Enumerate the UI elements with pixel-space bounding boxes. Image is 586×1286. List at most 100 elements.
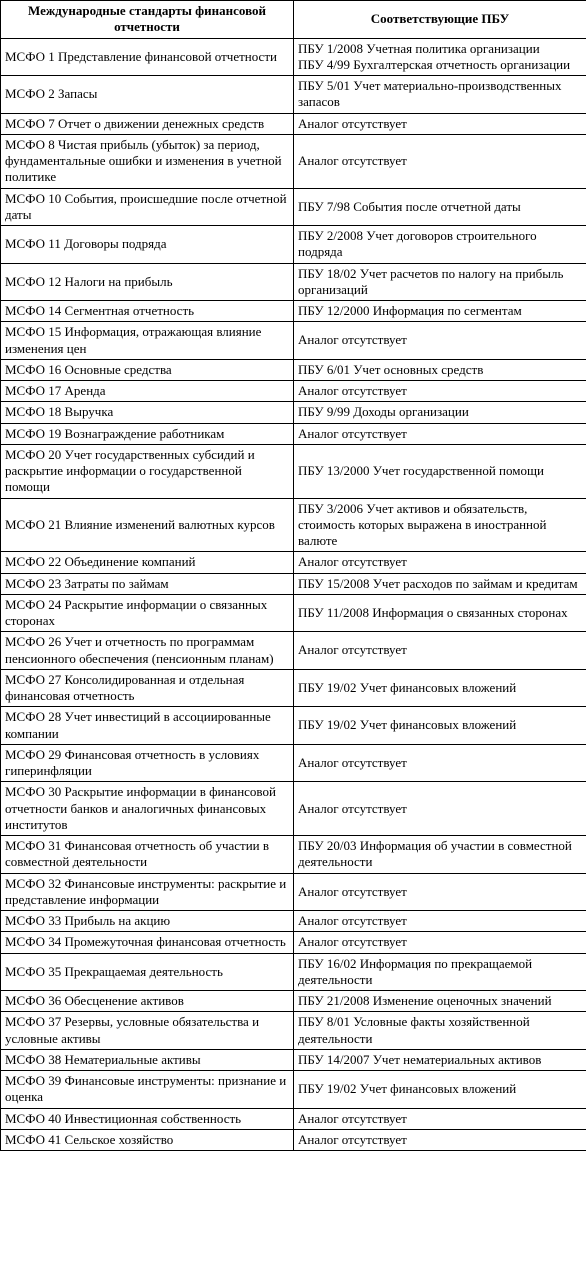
- table-row: МСФО 28 Учет инвестиций в ассоциированны…: [1, 707, 586, 745]
- cell-pbu: Аналог отсутствует: [294, 423, 586, 444]
- table-row: МСФО 8 Чистая прибыль (убыток) за период…: [1, 134, 586, 188]
- cell-pbu: Аналог отсутствует: [294, 113, 586, 134]
- table-row: МСФО 21 Влияние изменений валютных курсо…: [1, 498, 586, 552]
- cell-pbu: ПБУ 19/02 Учет финансовых вложений: [294, 1071, 586, 1109]
- cell-ifrs: МСФО 18 Выручка: [1, 402, 294, 423]
- cell-pbu: ПБУ 21/2008 Изменение оценочных значений: [294, 991, 586, 1012]
- cell-ifrs: МСФО 40 Инвестиционная собственность: [1, 1108, 294, 1129]
- cell-pbu: Аналог отсутствует: [294, 632, 586, 670]
- table-row: МСФО 12 Налоги на прибыльПБУ 18/02 Учет …: [1, 263, 586, 301]
- cell-ifrs: МСФО 7 Отчет о движении денежных средств: [1, 113, 294, 134]
- cell-pbu: Аналог отсутствует: [294, 381, 586, 402]
- table-row: МСФО 23 Затраты по займамПБУ 15/2008 Уче…: [1, 573, 586, 594]
- table-row: МСФО 15 Информация, отражающая влияние и…: [1, 322, 586, 360]
- cell-ifrs: МСФО 19 Вознаграждение работникам: [1, 423, 294, 444]
- table-row: МСФО 31 Финансовая отчетность об участии…: [1, 836, 586, 874]
- cell-ifrs: МСФО 28 Учет инвестиций в ассоциированны…: [1, 707, 294, 745]
- cell-pbu: ПБУ 6/01 Учет основных средств: [294, 359, 586, 380]
- cell-ifrs: МСФО 8 Чистая прибыль (убыток) за период…: [1, 134, 294, 188]
- table-row: МСФО 10 События, происшедшие после отчет…: [1, 188, 586, 226]
- cell-pbu: ПБУ 3/2006 Учет активов и обязательств, …: [294, 498, 586, 552]
- cell-pbu: Аналог отсутствует: [294, 911, 586, 932]
- cell-pbu: ПБУ 12/2000 Информация по сегментам: [294, 301, 586, 322]
- table-row: МСФО 27 Консолидированная и отдельная фи…: [1, 669, 586, 707]
- cell-pbu: Аналог отсутствует: [294, 1108, 586, 1129]
- cell-ifrs: МСФО 30 Раскрытие информации в финансово…: [1, 782, 294, 836]
- cell-pbu: Аналог отсутствует: [294, 744, 586, 782]
- cell-ifrs: МСФО 12 Налоги на прибыль: [1, 263, 294, 301]
- cell-pbu: ПБУ 19/02 Учет финансовых вложений: [294, 669, 586, 707]
- cell-ifrs: МСФО 22 Объединение компаний: [1, 552, 294, 573]
- table-row: МСФО 38 Нематериальные активыПБУ 14/2007…: [1, 1049, 586, 1070]
- cell-pbu: ПБУ 15/2008 Учет расходов по займам и кр…: [294, 573, 586, 594]
- table-row: МСФО 11 Договоры подрядаПБУ 2/2008 Учет …: [1, 226, 586, 264]
- standards-correspondence-table: Международные стандарты финансовой отчет…: [0, 0, 586, 1151]
- cell-ifrs: МСФО 29 Финансовая отчетность в условиях…: [1, 744, 294, 782]
- table-row: МСФО 40 Инвестиционная собственностьАнал…: [1, 1108, 586, 1129]
- cell-ifrs: МСФО 17 Аренда: [1, 381, 294, 402]
- cell-ifrs: МСФО 38 Нематериальные активы: [1, 1049, 294, 1070]
- cell-ifrs: МСФО 10 События, происшедшие после отчет…: [1, 188, 294, 226]
- cell-ifrs: МСФО 15 Информация, отражающая влияние и…: [1, 322, 294, 360]
- cell-pbu: Аналог отсутствует: [294, 873, 586, 911]
- column-header-pbu: Соответствующие ПБУ: [294, 1, 586, 39]
- cell-pbu: ПБУ 16/02 Информация по прекращаемой дея…: [294, 953, 586, 991]
- cell-ifrs: МСФО 1 Представление финансовой отчетнос…: [1, 38, 294, 76]
- cell-pbu: ПБУ 18/02 Учет расчетов по налогу на при…: [294, 263, 586, 301]
- cell-ifrs: МСФО 11 Договоры подряда: [1, 226, 294, 264]
- table-header: Международные стандарты финансовой отчет…: [1, 1, 586, 39]
- table-row: МСФО 22 Объединение компанийАналог отсут…: [1, 552, 586, 573]
- cell-ifrs: МСФО 14 Сегментная отчетность: [1, 301, 294, 322]
- table-row: МСФО 30 Раскрытие информации в финансово…: [1, 782, 586, 836]
- cell-ifrs: МСФО 33 Прибыль на акцию: [1, 911, 294, 932]
- cell-ifrs: МСФО 26 Учет и отчетность по программам …: [1, 632, 294, 670]
- cell-ifrs: МСФО 32 Финансовые инструменты: раскрыти…: [1, 873, 294, 911]
- table-row: МСФО 18 ВыручкаПБУ 9/99 Доходы организац…: [1, 402, 586, 423]
- cell-ifrs: МСФО 41 Сельское хозяйство: [1, 1129, 294, 1150]
- table-row: МСФО 37 Резервы, условные обязательства …: [1, 1012, 586, 1050]
- cell-ifrs: МСФО 24 Раскрытие информации о связанных…: [1, 594, 294, 632]
- table-row: МСФО 33 Прибыль на акциюАналог отсутству…: [1, 911, 586, 932]
- table-row: МСФО 36 Обесценение активовПБУ 21/2008 И…: [1, 991, 586, 1012]
- table-row: МСФО 39 Финансовые инструменты: признани…: [1, 1071, 586, 1109]
- table-row: МСФО 26 Учет и отчетность по программам …: [1, 632, 586, 670]
- table-row: МСФО 2 ЗапасыПБУ 5/01 Учет материально-п…: [1, 76, 586, 114]
- table-row: МСФО 1 Представление финансовой отчетнос…: [1, 38, 586, 76]
- cell-pbu: Аналог отсутствует: [294, 552, 586, 573]
- cell-pbu: ПБУ 2/2008 Учет договоров строительного …: [294, 226, 586, 264]
- table-row: МСФО 17 АрендаАналог отсутствует: [1, 381, 586, 402]
- cell-ifrs: МСФО 23 Затраты по займам: [1, 573, 294, 594]
- cell-pbu: Аналог отсутствует: [294, 1129, 586, 1150]
- cell-pbu: ПБУ 8/01 Условные факты хозяйственной де…: [294, 1012, 586, 1050]
- table-row: МСФО 29 Финансовая отчетность в условиях…: [1, 744, 586, 782]
- cell-ifrs: МСФО 31 Финансовая отчетность об участии…: [1, 836, 294, 874]
- cell-ifrs: МСФО 20 Учет государственных субсидий и …: [1, 444, 294, 498]
- table-row: МСФО 35 Прекращаемая деятельностьПБУ 16/…: [1, 953, 586, 991]
- cell-pbu: ПБУ 14/2007 Учет нематериальных активов: [294, 1049, 586, 1070]
- cell-pbu: ПБУ 5/01 Учет материально-производственн…: [294, 76, 586, 114]
- table-row: МСФО 41 Сельское хозяйствоАналог отсутст…: [1, 1129, 586, 1150]
- cell-pbu: ПБУ 7/98 События после отчетной даты: [294, 188, 586, 226]
- cell-pbu: ПБУ 13/2000 Учет государственной помощи: [294, 444, 586, 498]
- cell-ifrs: МСФО 37 Резервы, условные обязательства …: [1, 1012, 294, 1050]
- table-body: МСФО 1 Представление финансовой отчетнос…: [1, 38, 586, 1151]
- table-row: МСФО 14 Сегментная отчетностьПБУ 12/2000…: [1, 301, 586, 322]
- cell-pbu: ПБУ 19/02 Учет финансовых вложений: [294, 707, 586, 745]
- cell-pbu: Аналог отсутствует: [294, 322, 586, 360]
- table-row: МСФО 7 Отчет о движении денежных средств…: [1, 113, 586, 134]
- cell-ifrs: МСФО 36 Обесценение активов: [1, 991, 294, 1012]
- table-header-row: Международные стандарты финансовой отчет…: [1, 1, 586, 39]
- cell-pbu: Аналог отсутствует: [294, 134, 586, 188]
- table-row: МСФО 19 Вознаграждение работникамАналог …: [1, 423, 586, 444]
- cell-ifrs: МСФО 34 Промежуточная финансовая отчетно…: [1, 932, 294, 953]
- table-row: МСФО 16 Основные средстваПБУ 6/01 Учет о…: [1, 359, 586, 380]
- cell-ifrs: МСФО 2 Запасы: [1, 76, 294, 114]
- table-row: МСФО 32 Финансовые инструменты: раскрыти…: [1, 873, 586, 911]
- cell-pbu: Аналог отсутствует: [294, 932, 586, 953]
- table-row: МСФО 24 Раскрытие информации о связанных…: [1, 594, 586, 632]
- cell-pbu: ПБУ 11/2008 Информация о связанных сторо…: [294, 594, 586, 632]
- cell-ifrs: МСФО 27 Консолидированная и отдельная фи…: [1, 669, 294, 707]
- cell-ifrs: МСФО 16 Основные средства: [1, 359, 294, 380]
- table-row: МСФО 20 Учет государственных субсидий и …: [1, 444, 586, 498]
- cell-ifrs: МСФО 39 Финансовые инструменты: признани…: [1, 1071, 294, 1109]
